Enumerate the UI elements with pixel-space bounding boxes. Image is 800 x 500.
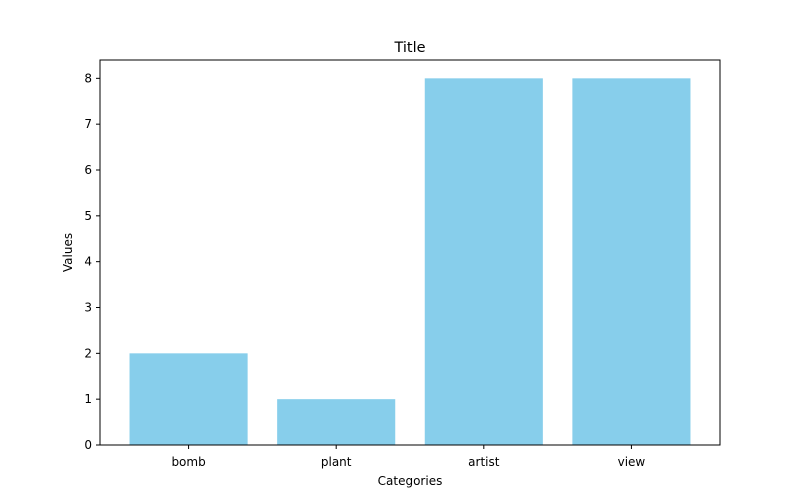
y-tick-label: 6 [84,163,92,177]
plot-area-frame [99,59,721,446]
x-tick-label-bomb: bomb [171,455,205,469]
x-tick-label-plant: plant [321,455,352,469]
y-tick-label: 2 [84,346,92,360]
y-tick-label: 1 [84,392,92,406]
x-tick-label-artist: artist [468,455,500,469]
bar-view [572,78,691,445]
x-axis-ticks: bomb plant artist view [171,445,645,469]
bars [129,78,691,445]
chart-title: Title [393,40,425,56]
bar-bomb [129,353,248,445]
x-axis-label: Categories [378,474,443,488]
bar-artist [424,78,543,445]
bar-plant [277,399,396,445]
y-tick-label: 3 [84,301,92,315]
y-tick-label: 8 [84,71,92,85]
y-tick-label: 4 [84,255,92,269]
y-tick-label: 7 [84,117,92,131]
y-tick-label: 0 [84,438,92,452]
y-axis-ticks: 0 1 2 3 4 5 6 7 8 [84,71,100,452]
y-axis-label: Values [61,233,75,272]
y-tick-label: 5 [84,209,92,223]
x-tick-label-view: view [618,455,646,469]
